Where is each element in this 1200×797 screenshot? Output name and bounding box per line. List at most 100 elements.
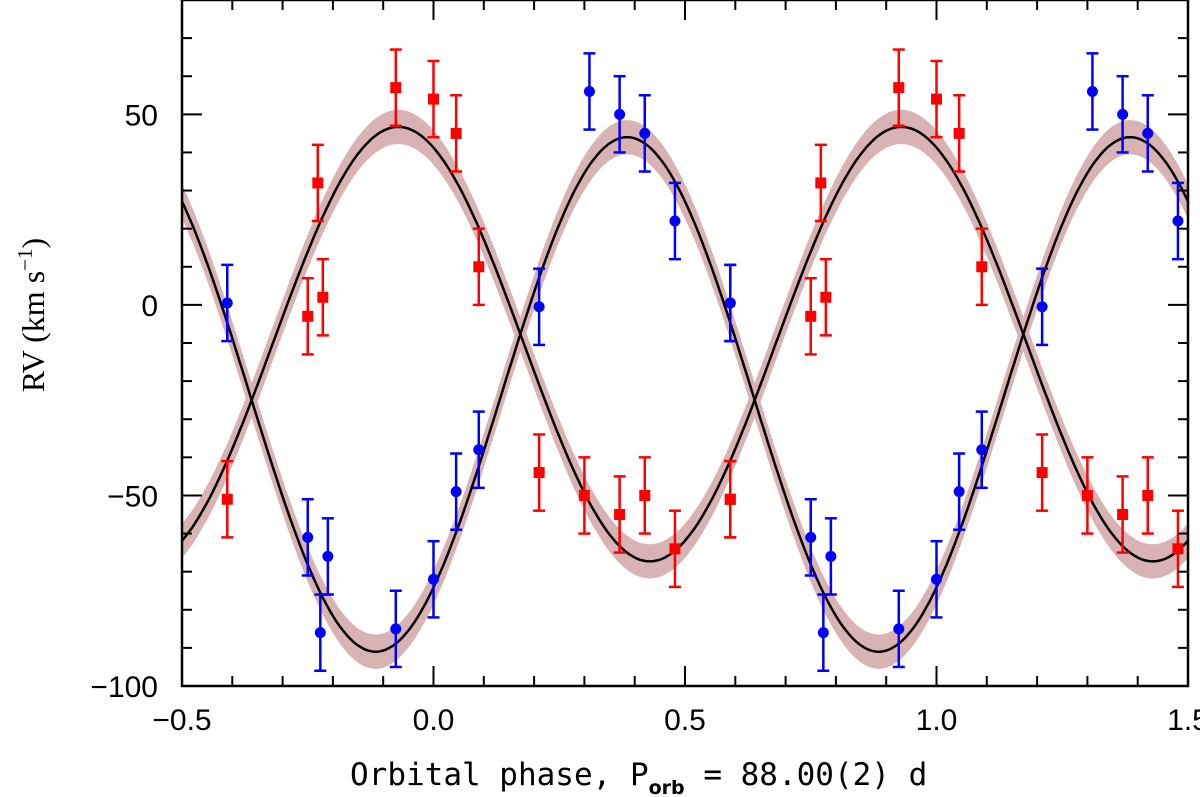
blue-circle-marker (1142, 127, 1154, 139)
blue-point (638, 94, 651, 173)
blue-circle-marker (583, 85, 595, 97)
y-axis-title: RV (km s−1) (13, 238, 51, 392)
blue-point (221, 263, 234, 343)
blue-point (1116, 74, 1129, 154)
red-point (638, 456, 651, 535)
y-tick-label: −100 (90, 671, 158, 704)
blue-circle-marker (1036, 301, 1048, 313)
red-square-marker (1142, 489, 1154, 501)
blue-point (668, 181, 681, 261)
blue-point (301, 498, 314, 577)
blue-point (1141, 94, 1154, 173)
red-square-marker (428, 93, 439, 105)
blue-circle-marker (614, 108, 626, 120)
red-square-marker (1172, 543, 1184, 555)
red-square-marker (533, 467, 545, 479)
blue-circle-marker (302, 531, 314, 543)
x-tick-label: −0.5 (152, 704, 211, 737)
x-axis-title: Orbital phase, Porb = 88.00(2) d (350, 757, 927, 797)
red-point (533, 433, 546, 512)
y-tick-label: −50 (107, 480, 158, 513)
blue-point (892, 589, 905, 669)
blue-orbit-fit-curve (182, 135, 1188, 653)
blue-circle-marker (533, 301, 545, 313)
red-square-marker (1036, 467, 1048, 479)
blue-circle-marker (314, 627, 326, 639)
red-square-marker (724, 493, 736, 505)
blue-point (953, 452, 966, 531)
y-tick-label: 0 (141, 290, 158, 323)
blue-circle-marker (1086, 85, 1098, 97)
blue-circle-marker (669, 215, 681, 227)
blue-point (583, 52, 596, 131)
red-point (613, 475, 626, 554)
blue-point (817, 593, 830, 673)
red-point (953, 94, 966, 173)
red-point (301, 276, 314, 356)
red-point (1036, 433, 1049, 512)
red-orbit-fit-curve (182, 125, 1188, 563)
blue-circle-marker (805, 531, 817, 543)
red-point (1141, 456, 1154, 535)
red-point (724, 459, 737, 539)
y-tick-label: 50 (125, 99, 158, 132)
red-point (1116, 475, 1129, 554)
blue-point (450, 452, 463, 531)
red-square-marker (221, 493, 233, 505)
red-point (427, 59, 440, 139)
red-square-marker (1117, 509, 1129, 520)
blue-circle-marker (450, 486, 462, 498)
blue-circle-marker (724, 297, 736, 309)
blue-circle-marker (390, 623, 402, 635)
red-square-marker (893, 82, 905, 94)
blue-point (824, 517, 837, 596)
x-tick-label: 1.0 (916, 704, 958, 737)
blue-point (613, 74, 626, 154)
red-square-marker (669, 543, 681, 555)
blue-point (975, 410, 988, 490)
plot-frame (180, 0, 1190, 688)
blue-circle-marker (639, 127, 651, 139)
blue-circle-marker (221, 297, 233, 309)
blue-circle-marker (428, 573, 439, 585)
blue-point (1086, 52, 1099, 131)
blue-point (724, 263, 737, 343)
red-square-marker (805, 310, 817, 322)
blue-circle-marker (976, 444, 988, 456)
red-point (472, 227, 485, 307)
x-tick-label: 0.5 (664, 704, 706, 737)
data-points (221, 48, 1184, 673)
red-point (814, 143, 827, 223)
blue-point (533, 267, 546, 347)
red-square-marker (815, 177, 827, 189)
red-point (389, 48, 402, 128)
red-square-marker (317, 291, 329, 303)
red-point (221, 459, 234, 539)
fit-curves (182, 125, 1188, 653)
x-tick-label: 0.0 (413, 704, 455, 737)
red-point (975, 227, 988, 307)
blue-point (930, 539, 943, 619)
blue-circle-marker (1172, 215, 1184, 227)
blue-point (321, 517, 334, 596)
blue-circle-marker (322, 550, 334, 562)
blue-circle-marker (817, 627, 829, 639)
blue-point (804, 498, 817, 577)
red-square-marker (312, 177, 324, 189)
red-square-marker (931, 93, 942, 105)
red-point (578, 456, 591, 535)
red-square-marker (976, 261, 988, 273)
blue-point (427, 539, 440, 619)
red-point (892, 48, 905, 128)
red-point (668, 509, 681, 589)
blue-point (389, 589, 402, 669)
red-point (1171, 509, 1184, 589)
tick-labels: −0.5 0.0 0.5 1.0 1.5 −100 −50 0 50 (90, 99, 1200, 737)
red-square-marker (639, 489, 651, 501)
red-point (1081, 456, 1094, 535)
red-square-marker (450, 127, 462, 139)
red-square-marker (578, 489, 590, 501)
red-square-marker (614, 509, 626, 520)
x-tick-label: 1.5 (1167, 704, 1200, 737)
red-point (804, 276, 817, 356)
